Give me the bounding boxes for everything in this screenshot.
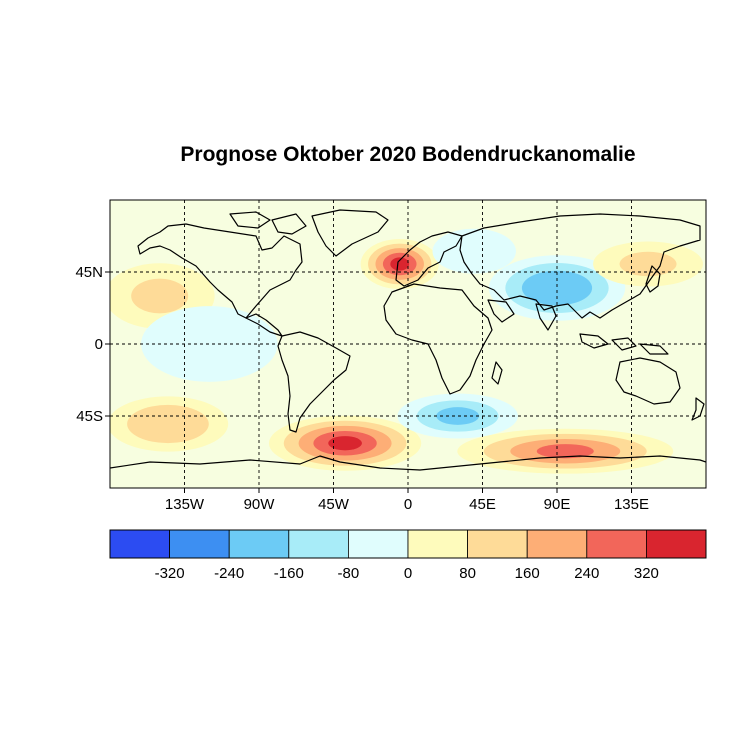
coast-africa	[383, 283, 493, 395]
coastlines	[110, 209, 706, 471]
colorbar-swatch	[526, 529, 588, 559]
coast-asia	[459, 213, 701, 319]
anomaly-contour	[536, 444, 594, 459]
anomaly-contour	[538, 278, 576, 298]
colorbar-swatch	[407, 529, 468, 559]
coast-south-america	[277, 331, 351, 433]
coast-central-america	[245, 313, 283, 337]
colorbar-swatch	[646, 529, 707, 559]
colorbar-swatch	[169, 529, 230, 559]
colorbar-tick-label: 80	[459, 565, 476, 582]
lat-tick-label: 45N	[75, 264, 103, 281]
lon-tick-label: 135E	[614, 496, 649, 513]
colorbar: -320 -240 -160 -80 0 80 160 240 320	[109, 529, 707, 582]
coast-madagascar	[491, 361, 503, 385]
lon-tick-label: 0	[404, 496, 412, 513]
coast-arabia-india	[487, 299, 557, 331]
gridlines	[110, 200, 706, 488]
colorbar-tick-label: -240	[214, 565, 244, 582]
anomaly-northern-pacific-high	[593, 241, 704, 287]
anomaly-contour	[146, 413, 190, 435]
anomaly-contour	[328, 436, 362, 451]
anomaly-western-russia-low	[432, 228, 516, 274]
anomaly-contour	[436, 407, 480, 425]
coast-greenland	[311, 209, 389, 257]
colorbar-swatch	[288, 529, 349, 559]
colorbar-tick-label: -320	[155, 565, 185, 582]
colorbar-tick-label: 240	[574, 565, 599, 582]
coast-europe	[395, 231, 463, 287]
anomaly-north-atlantic-high	[360, 238, 439, 290]
axis-ticks: 135W 90W 45W 0 45E 90E 135E 45N 0 45S	[75, 264, 649, 513]
coast-new-zealand	[691, 397, 705, 421]
colorbar-border	[109, 529, 707, 559]
anomaly-contour	[131, 278, 189, 314]
coast-canadian-islands	[229, 211, 307, 235]
coast-antarctica	[110, 455, 706, 471]
anomaly-contour	[452, 238, 497, 264]
colorbar-tick-label: 0	[404, 565, 412, 582]
anomaly-south-atlantic-ring-high	[268, 415, 422, 471]
anomaly-contour	[390, 257, 410, 271]
coast-australia	[615, 357, 681, 405]
lon-tick-label: 135W	[165, 496, 205, 513]
anomaly-south-indian-low	[397, 393, 518, 439]
lon-tick-label: 45E	[469, 496, 496, 513]
anomaly-south-pacific-high	[110, 396, 229, 452]
lon-tick-label: 45W	[318, 496, 350, 513]
anomaly-indian-ocean-ring-high	[457, 428, 674, 474]
colorbar-tick-label: 320	[634, 565, 659, 582]
colorbar-tick-label: 160	[515, 565, 540, 582]
lat-tick-label: 0	[95, 336, 103, 353]
anomaly-contour	[174, 324, 245, 364]
colorbar-tick-label: -80	[338, 565, 360, 582]
lon-tick-label: 90W	[244, 496, 276, 513]
coast-japan	[645, 265, 661, 293]
colorbar-tick-label: -160	[274, 565, 304, 582]
coast-indonesia	[579, 333, 669, 355]
colorbar-swatch	[586, 529, 647, 559]
page-title: Prognose Oktober 2020 Bodendruckanomalie	[180, 143, 636, 166]
colorbar-swatch	[347, 529, 409, 559]
colorbar-swatch	[109, 529, 170, 559]
colorbar-swatch	[467, 529, 528, 559]
anomaly-tropical-pacific-low	[141, 306, 278, 382]
colorbar-swatch	[228, 529, 290, 559]
anomaly-contour	[619, 251, 677, 277]
lon-tick-label: 90E	[544, 496, 571, 513]
lat-tick-label: 45S	[76, 408, 103, 425]
